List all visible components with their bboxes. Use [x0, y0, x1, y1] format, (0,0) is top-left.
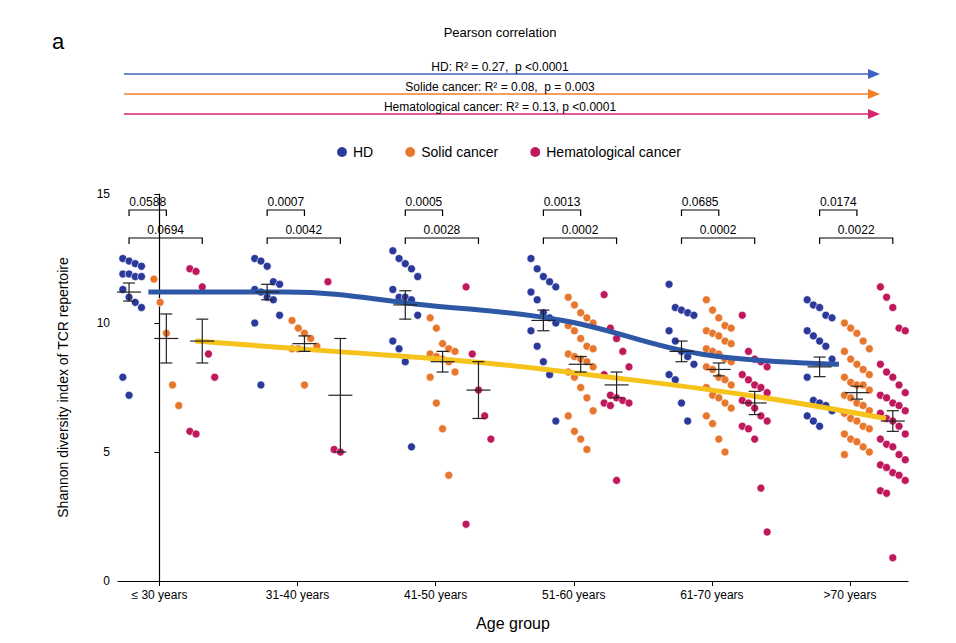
- svg-text:HD: HD: [353, 144, 373, 160]
- svg-text:HD: R² = 0.27, p <0.0001: HD: R² = 0.27, p <0.0001: [431, 60, 569, 74]
- svg-text:Age group: Age group: [476, 615, 550, 632]
- svg-text:61-70 years: 61-70 years: [680, 588, 743, 602]
- svg-text:Hematological cancer: Hematological cancer: [546, 144, 681, 160]
- svg-text:Hematological cancer: R² = 0.1: Hematological cancer: R² = 0.13, p <0.00…: [384, 100, 616, 114]
- svg-text:0.0002: 0.0002: [700, 223, 737, 237]
- svg-text:Solid cancer: Solid cancer: [421, 144, 498, 160]
- svg-text:0: 0: [103, 574, 110, 588]
- svg-text:a: a: [52, 29, 65, 54]
- svg-text:0.0042: 0.0042: [285, 223, 322, 237]
- svg-text:0.0694: 0.0694: [147, 223, 184, 237]
- svg-text:>70 years: >70 years: [823, 588, 876, 602]
- svg-text:15: 15: [97, 187, 111, 201]
- svg-text:Solide cancer: R² = 0.08, p =: Solide cancer: R² = 0.08, p = 0.003: [405, 80, 595, 94]
- svg-text:Shannon diversity index of TCR: Shannon diversity index of TCR repertoir…: [55, 257, 71, 518]
- svg-text:0.0002: 0.0002: [562, 223, 599, 237]
- svg-text:≤ 30 years: ≤ 30 years: [131, 588, 187, 602]
- svg-text:0.0685: 0.0685: [682, 195, 719, 209]
- svg-text:0.0022: 0.0022: [838, 223, 875, 237]
- svg-text:5: 5: [103, 445, 110, 459]
- svg-text:51-60 years: 51-60 years: [542, 588, 605, 602]
- svg-text:0.0028: 0.0028: [424, 223, 461, 237]
- svg-text:Pearson correlation: Pearson correlation: [444, 25, 557, 40]
- svg-text:31-40 years: 31-40 years: [266, 588, 329, 602]
- svg-text:10: 10: [97, 316, 111, 330]
- svg-text:0.0005: 0.0005: [406, 195, 443, 209]
- svg-text:0.0174: 0.0174: [820, 195, 857, 209]
- svg-text:0.0588: 0.0588: [129, 195, 166, 209]
- svg-text:0.0013: 0.0013: [544, 195, 581, 209]
- svg-text:41-50 years: 41-50 years: [404, 588, 467, 602]
- svg-text:0.0007: 0.0007: [267, 195, 304, 209]
